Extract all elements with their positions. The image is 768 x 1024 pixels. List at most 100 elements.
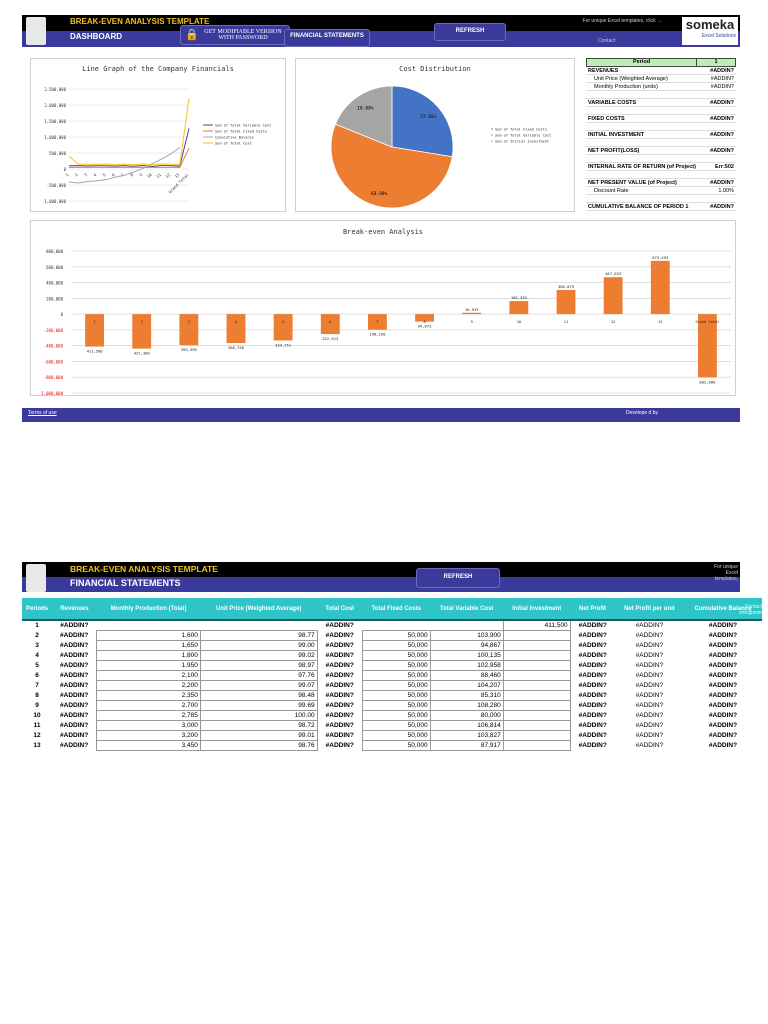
table-row: 13 #ADDIN? 3,450 98.76 #ADDIN? 50,000 87,917 #A… [22,739,762,751]
get-modifiable-version-button[interactable]: 🔒 GET MODIFIABLE VERSION WITH PASSWORD [180,25,290,45]
table-cell[interactable]: 2,100 [96,669,201,681]
table-cell[interactable]: 50,000 [361,669,431,681]
bar [650,260,670,315]
someka-logo: someka Excel Solutions [682,17,738,45]
table-cell[interactable]: 100,135 [429,649,504,661]
table-cell[interactable]: 104,207 [429,679,504,691]
table-cell[interactable]: 2,200 [96,679,201,691]
table-cell[interactable]: 99.00 [199,639,318,651]
contact-link[interactable]: Contact [598,38,616,44]
summary-row [586,195,736,203]
bar-category-label: 1 [93,320,95,324]
summary-row [586,155,736,163]
summary-label: INITIAL INVESTMENT [588,131,645,138]
table-cell[interactable]: 50,000 [361,659,431,671]
table-cell: 11 [33,721,41,729]
table-row: 3 #ADDIN? 1,650 99.00 #ADDIN? 50,000 94,867 #AD… [22,639,762,651]
table-cell[interactable]: 99.01 [199,729,318,741]
table-cell[interactable]: 1,800 [96,649,201,661]
financial-statements-button[interactable]: FINANCIAL STATEMENTS [284,29,370,47]
table-cell[interactable]: 50,000 [361,719,431,731]
table-cell[interactable]: 3,000 [96,719,201,731]
bar-category-label: 5 [282,320,284,324]
fs-refresh-button[interactable]: REFRESH [416,568,500,588]
fs-promo-link[interactable]: For unique Excel templates, [714,564,738,582]
table-cell[interactable]: 2,785 [96,709,201,721]
table-cell[interactable]: 50,000 [361,709,431,721]
table-cell[interactable] [502,699,571,711]
table-cell[interactable] [502,659,571,671]
table-cell[interactable]: 94,867 [429,639,504,651]
table-cell: #ADDIN? [635,731,664,739]
table-cell[interactable]: 106,814 [429,719,504,731]
period-header: Period [587,59,697,66]
table-cell[interactable]: 50,000 [361,649,431,661]
table-cell[interactable]: 3,200 [96,729,201,741]
table-cell[interactable]: 88,460 [429,669,504,681]
table-cell[interactable]: 50,000 [361,689,431,701]
table-cell[interactable]: 1,650 [96,639,201,651]
summary-value: #ADDIN? [710,75,734,82]
table-cell[interactable] [502,739,571,751]
table-cell[interactable] [502,629,571,641]
table-cell[interactable] [502,669,571,681]
table-cell[interactable]: 103,827 [429,729,504,741]
table-cell[interactable]: 85,310 [429,689,504,701]
table-cell[interactable] [502,709,571,721]
table-cell[interactable]: 1,600 [96,629,201,641]
table-cell[interactable]: 98.76 [199,739,318,751]
refresh-button[interactable]: REFRESH [434,23,506,41]
table-cell[interactable]: 50,000 [361,639,431,651]
table-cell[interactable]: 103,900 [429,629,504,641]
summary-label: NET PROFIT(LOSS) [588,147,640,154]
summary-row [586,123,736,131]
table-cell[interactable]: 99.69 [199,699,318,711]
fs-contact-link[interactable]: Contact info@som [739,604,762,616]
table-cell[interactable]: 50,000 [361,629,431,641]
table-cell[interactable]: 87,917 [429,739,504,751]
x-tick-label: 5 [101,172,107,178]
bar-category-label: 6 [329,320,331,324]
table-cell[interactable] [502,679,571,691]
table-cell[interactable]: 80,000 [429,709,504,721]
table-row: 11 #ADDIN? 3,000 98.72 #ADDIN? 50,000 106,814 #… [22,719,762,731]
table-cell[interactable]: 98.72 [199,719,318,731]
table-cell[interactable]: 98.77 [199,629,318,641]
table-cell[interactable]: 50,000 [361,699,431,711]
table-cell[interactable]: 50,000 [361,739,431,751]
summary-value: #ADDIN? [710,99,734,106]
table-cell[interactable] [502,649,571,661]
table-cell[interactable]: 411,500 [502,619,571,631]
table-cell[interactable]: 3,450 [96,739,201,751]
bar-data-label: 198,160 [369,332,386,337]
y-tick-label: 0 [64,167,67,172]
promo-link[interactable]: For unique Excel templates, click → [582,18,662,24]
table-cell[interactable] [502,729,571,741]
summary-row: INITIAL INVESTMENT #ADDIN? [586,131,736,139]
table-cell[interactable] [502,719,571,731]
table-cell[interactable]: 99.07 [199,679,318,691]
table-cell[interactable]: 98.48 [199,689,318,701]
table-cell[interactable]: 1,950 [96,659,201,671]
period-summary-table: Period 1 REVENUES #ADDIN? Unit Price (Weig… [586,58,736,211]
table-cell: #ADDIN? [635,721,664,729]
table-cell[interactable]: 2,350 [96,689,201,701]
bar [368,314,387,330]
table-cell [362,620,430,630]
table-cell[interactable]: 97.76 [199,669,318,681]
table-cell[interactable] [502,689,571,701]
line-chart: -1,000,000 -500,000 0 500,000 1,000,000 1,500… [42,87,271,204]
table-cell[interactable]: 98.97 [199,659,318,671]
table-cell[interactable]: 108,280 [429,699,504,711]
table-cell[interactable]: 2,700 [96,699,201,711]
table-cell[interactable] [502,639,571,651]
table-cell[interactable]: 50,000 [361,679,431,691]
terms-link[interactable]: Terms of use [28,410,57,416]
table-cell[interactable]: 102,958 [429,659,504,671]
summary-row: Unit Price (Weighted Average) #ADDIN? [586,75,736,83]
table-cell[interactable]: 99.02 [199,649,318,661]
table-cell[interactable]: 100.00 [199,709,318,721]
table-cell[interactable]: 50,000 [361,729,431,741]
table-cell: #ADDIN? [325,741,354,749]
table-cell: #ADDIN? [325,631,354,639]
